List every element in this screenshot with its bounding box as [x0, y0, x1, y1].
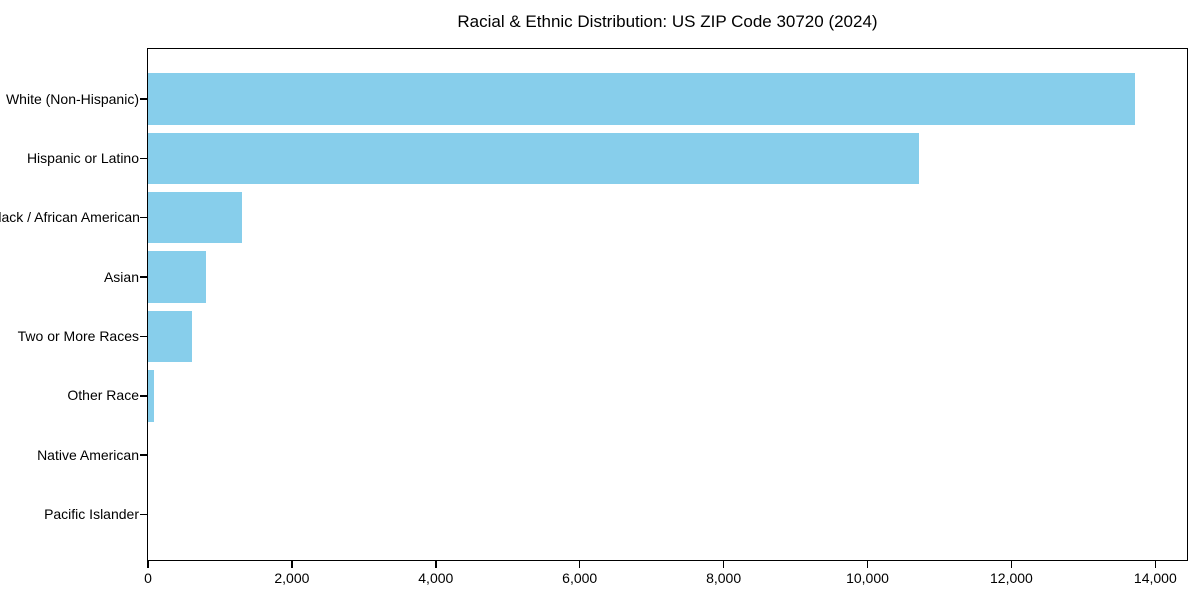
x-tick-mark: [1154, 561, 1157, 568]
x-tick-mark: [866, 561, 869, 568]
y-tick-mark: [140, 157, 147, 160]
bar: [148, 191, 243, 244]
y-tick-label: Asian: [103, 268, 139, 285]
x-tick-mark: [722, 561, 725, 568]
bar: [148, 310, 192, 363]
x-tick-label: 6,000: [562, 569, 598, 586]
y-tick-label: White (Non-Hispanic): [5, 90, 139, 107]
bar: [148, 370, 155, 422]
y-tick-label: Pacific Islander: [44, 505, 139, 522]
x-tick-label: 0: [144, 569, 152, 586]
x-tick-mark: [147, 561, 149, 568]
y-tick-mark: [140, 335, 147, 338]
plot-area: White (Non-Hispanic) Hispanic or Latino Bl…: [0, 47, 1188, 586]
y-tick-label: Black / African American: [0, 209, 140, 226]
bar: [148, 251, 206, 303]
y-tick-label: Native American: [37, 446, 139, 463]
y-tick-mark: [140, 513, 147, 516]
x-tick-label: 8,000: [706, 569, 742, 586]
y-tick-label: Other Race: [67, 387, 139, 404]
y-tick-label: Two or More Races: [17, 327, 139, 344]
x-tick-mark: [291, 561, 293, 568]
x-tick-label: 2,000: [274, 569, 310, 586]
x-tick-label: 4,000: [418, 569, 454, 586]
y-tick-mark: [140, 276, 147, 278]
chart-title: Racial & Ethnic Distribution: US ZIP Cod…: [457, 12, 878, 31]
y-tick-mark: [140, 395, 147, 397]
x-tick-mark: [435, 561, 437, 568]
y-tick-mark: [140, 454, 147, 456]
x-tick-mark: [1010, 561, 1013, 568]
y-tick-mark: [140, 98, 147, 100]
x-tick-label: 12,000: [990, 569, 1033, 586]
y-tick-label: Hispanic or Latino: [26, 149, 139, 166]
x-tick-mark: [578, 561, 581, 568]
x-tick-label: 14,000: [1133, 569, 1177, 586]
x-tick-label: 10,000: [846, 569, 889, 586]
y-tick-mark: [140, 216, 147, 219]
bar: [148, 132, 919, 185]
bar: [148, 73, 1136, 125]
